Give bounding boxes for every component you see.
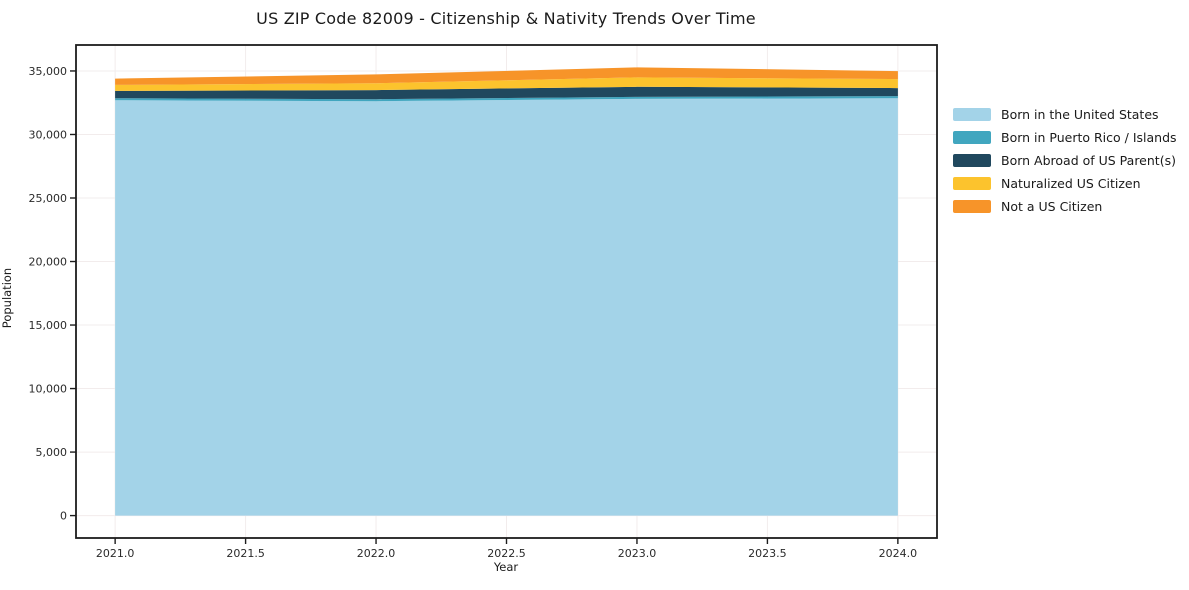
legend-color-swatch [953,108,991,121]
legend-item: Not a US Citizen [953,195,1177,218]
area-series-2 [115,86,898,100]
x-tick-label: 2021.0 [96,547,135,560]
legend-label: Naturalized US Citizen [1001,176,1141,191]
y-axis-label: Population [0,267,14,329]
y-tick-label: 30,000 [29,128,68,141]
x-tick-label: 2023.5 [748,547,787,560]
legend-item: Born Abroad of US Parent(s) [953,149,1177,172]
y-tick-label: 20,000 [29,256,68,269]
legend-item: Born in Puerto Rico / Islands [953,126,1177,149]
legend-item: Naturalized US Citizen [953,172,1177,195]
y-tick-label: 35,000 [29,65,68,78]
legend-color-swatch [953,200,991,213]
legend-label: Born in the United States [1001,107,1159,122]
legend-color-swatch [953,177,991,190]
y-tick-label: 0 [60,510,67,523]
x-tick-label: 2021.5 [226,547,265,560]
legend-color-swatch [953,154,991,167]
legend-color-swatch [953,131,991,144]
y-tick-label: 5,000 [36,446,68,459]
x-tick-label: 2022.5 [487,547,526,560]
area-series-1 [115,96,898,102]
x-tick-label: 2022.0 [357,547,396,560]
legend-label: Not a US Citizen [1001,199,1103,214]
legend-item: Born in the United States [953,103,1177,126]
area-series-3 [115,77,898,91]
y-tick-label: 25,000 [29,192,68,205]
y-tick-label: 10,000 [29,383,68,396]
legend: Born in the United States Born in Puerto … [953,103,1177,218]
x-tick-label: 2024.0 [879,547,918,560]
x-tick-label: 2023.0 [618,547,657,560]
area-series-4 [115,67,898,85]
y-tick-label: 15,000 [29,319,68,332]
area-series-0 [115,98,898,516]
legend-label: Born in Puerto Rico / Islands [1001,130,1177,145]
x-axis-label: Year [493,560,519,574]
chart-title: US ZIP Code 82009 - Citizenship & Nativi… [256,9,756,28]
legend-label: Born Abroad of US Parent(s) [1001,153,1176,168]
